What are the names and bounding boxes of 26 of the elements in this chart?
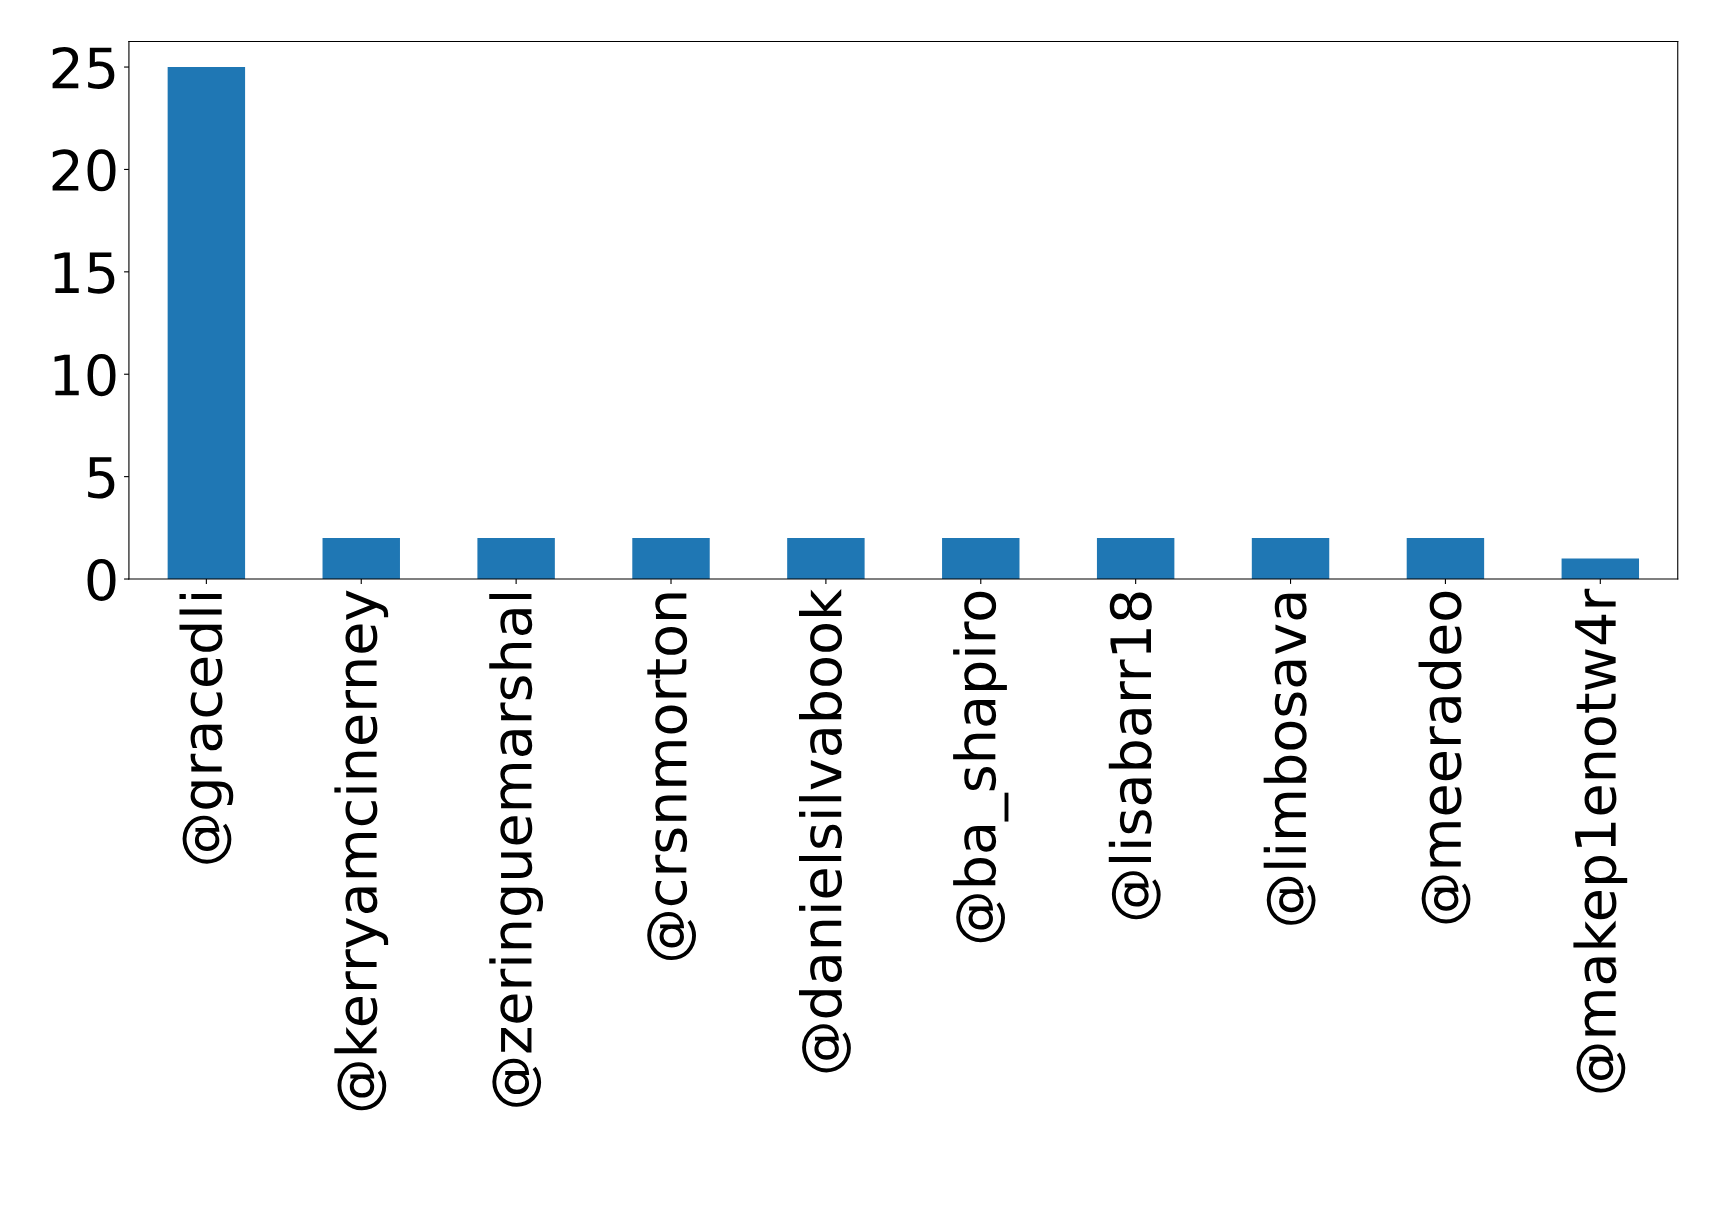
y-tick-label: 5 [88,457,115,499]
bar [1406,538,1485,580]
bar [942,538,1020,580]
x-tick-label: @crsnmorton [647,593,696,961]
y-tick-label: 0 [87,558,116,601]
x-tick-label: @lisabarr18 [1108,592,1161,920]
x-tick-label: @zeringuemarshal [489,593,544,1107]
bar [787,538,865,580]
y-tick-label: 20 [52,149,116,192]
x-tick-label: @gracedli [179,593,234,864]
bar [632,538,710,580]
bar [477,538,555,580]
bar [167,67,246,580]
y-tick-label: 15 [54,252,115,294]
x-tick-label: @ba_shapiro [953,591,1009,943]
y-tick-label: 10 [54,354,116,397]
bar [1561,558,1640,580]
x-tick-label: @kerryamcinerney [334,590,389,1111]
bar [1251,538,1330,580]
x-tick-label: @makep1enotw4r [1573,588,1628,1093]
bar [1096,538,1175,580]
x-tick-label: @limbosava [1263,593,1316,925]
x-tick-label: @meeradeo [1418,591,1471,924]
x-tick-label: @danielsilvabook [799,588,851,1073]
bar [322,538,400,580]
y-tick-label: 25 [52,46,115,89]
